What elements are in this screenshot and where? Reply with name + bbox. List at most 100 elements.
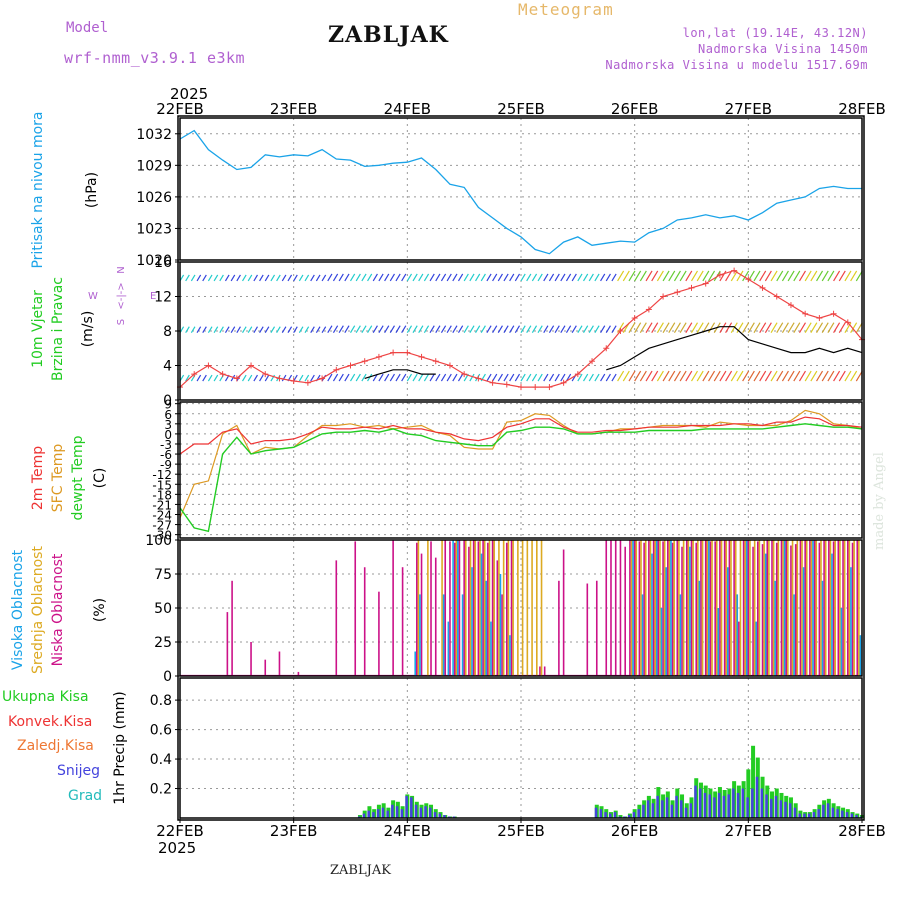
wind-barb bbox=[611, 325, 617, 334]
wind-barb bbox=[725, 270, 733, 282]
y-tick-label: 6 bbox=[164, 408, 172, 422]
wind-barb bbox=[315, 274, 321, 282]
wind-barb bbox=[708, 322, 716, 334]
wind-barb bbox=[583, 273, 589, 282]
wind-barb bbox=[389, 325, 395, 334]
wind-barb bbox=[577, 273, 583, 282]
y-tick-label: -27 bbox=[152, 519, 172, 533]
y-tick-label: 8 bbox=[163, 324, 172, 340]
x-day-label-top: 25FEB bbox=[497, 100, 544, 118]
wind-barb bbox=[412, 273, 418, 282]
wind-barb bbox=[611, 273, 617, 282]
wind-barb bbox=[361, 325, 367, 334]
wind-barb bbox=[605, 325, 611, 334]
model-label: Model bbox=[66, 20, 109, 36]
wind-barb bbox=[503, 373, 509, 382]
precip-snow-bar bbox=[831, 807, 835, 818]
precip-snow-bar bbox=[779, 800, 782, 818]
wind-barb bbox=[185, 374, 190, 382]
precip-snow-bar bbox=[419, 807, 423, 818]
wind-barb bbox=[344, 325, 350, 334]
wind-barb bbox=[554, 325, 560, 334]
station-title: ZABLJAK bbox=[328, 22, 449, 48]
wind-barb bbox=[759, 370, 767, 382]
wind-barb bbox=[639, 370, 647, 382]
x-day-label-top: 24FEB bbox=[384, 100, 431, 118]
precip-snow-bar bbox=[717, 792, 721, 818]
wind-barb bbox=[207, 374, 213, 382]
y-tick-label: 1020 bbox=[136, 253, 172, 269]
wind-barb bbox=[668, 370, 676, 382]
wind-barb bbox=[298, 274, 304, 282]
wind-barb bbox=[759, 270, 767, 282]
wind-barb bbox=[259, 326, 264, 334]
wind-barb bbox=[281, 374, 287, 382]
wind-barb bbox=[725, 370, 733, 382]
wind-barb bbox=[219, 326, 224, 334]
wind-barb bbox=[475, 373, 481, 382]
wind-barb bbox=[253, 274, 258, 282]
wind-barb bbox=[344, 373, 350, 382]
wind-barb bbox=[520, 325, 526, 334]
wind-barb bbox=[270, 374, 276, 382]
wind-barb bbox=[338, 273, 344, 282]
footer-station: ZABLJAK bbox=[330, 863, 391, 878]
wind-barb bbox=[634, 322, 642, 334]
wind-barb bbox=[776, 370, 784, 382]
wind-mean-line bbox=[364, 326, 863, 379]
wind-barb bbox=[827, 370, 835, 382]
precip-snow-bar bbox=[698, 788, 702, 818]
precip-snow-bar bbox=[414, 804, 418, 818]
wind-unit: (m/s) bbox=[80, 311, 96, 348]
precip-snow-bar bbox=[755, 776, 759, 818]
wind-barb bbox=[423, 373, 430, 382]
wind-barb bbox=[332, 273, 339, 282]
wind-barb bbox=[389, 273, 395, 282]
wind-barb bbox=[770, 270, 778, 282]
x-day-label-bottom: 24FEB bbox=[384, 822, 431, 840]
wind-barb bbox=[196, 326, 202, 334]
wind-barb bbox=[446, 373, 452, 382]
wind-barb bbox=[844, 370, 852, 382]
wind-barb bbox=[321, 326, 327, 334]
wind-barb bbox=[378, 373, 384, 382]
year-bottom: 2025 bbox=[158, 839, 196, 857]
wind-barb bbox=[838, 322, 846, 334]
wind-barb bbox=[793, 322, 801, 334]
y-tick-label: -30 bbox=[152, 529, 172, 543]
wind-barb bbox=[452, 373, 458, 382]
wind-barb bbox=[565, 325, 572, 334]
precip-snow-bar bbox=[836, 809, 839, 818]
wind-barb bbox=[600, 373, 606, 382]
precip-snow-bar bbox=[438, 813, 441, 818]
wind-barb bbox=[793, 270, 801, 282]
wind-barb bbox=[850, 270, 858, 282]
wind-barb bbox=[406, 273, 413, 282]
wind-barb bbox=[236, 274, 241, 282]
precip-snow-bar bbox=[632, 812, 636, 818]
precip-snow-bar bbox=[367, 810, 370, 818]
wind-barb bbox=[787, 270, 795, 282]
precip-snow-bar bbox=[751, 788, 754, 818]
panel-frame-clouds bbox=[179, 539, 863, 677]
model-elevation-label: Nadmorska Visina u modelu 1517.69m bbox=[605, 58, 868, 72]
wind-barb bbox=[270, 326, 276, 334]
wind-barb bbox=[628, 370, 636, 382]
precip-snow-bar bbox=[386, 810, 389, 818]
wind-barb bbox=[202, 326, 207, 334]
wind-barb bbox=[781, 370, 789, 382]
wind-barb bbox=[747, 322, 755, 334]
wind-barb bbox=[355, 273, 361, 282]
wind-barb bbox=[651, 322, 659, 334]
precip-snow-bar bbox=[400, 809, 404, 818]
y-tick-label: 0.8 bbox=[150, 693, 172, 709]
wind-barb bbox=[304, 326, 310, 334]
wind-barb bbox=[321, 274, 327, 282]
wind-barb bbox=[514, 273, 521, 282]
wind-barb bbox=[548, 273, 555, 282]
wind-barb bbox=[554, 373, 560, 382]
wind-barb bbox=[401, 273, 407, 282]
wind-barb bbox=[276, 274, 281, 282]
precip-snow-bar bbox=[822, 804, 825, 818]
wind-barb bbox=[764, 322, 772, 334]
